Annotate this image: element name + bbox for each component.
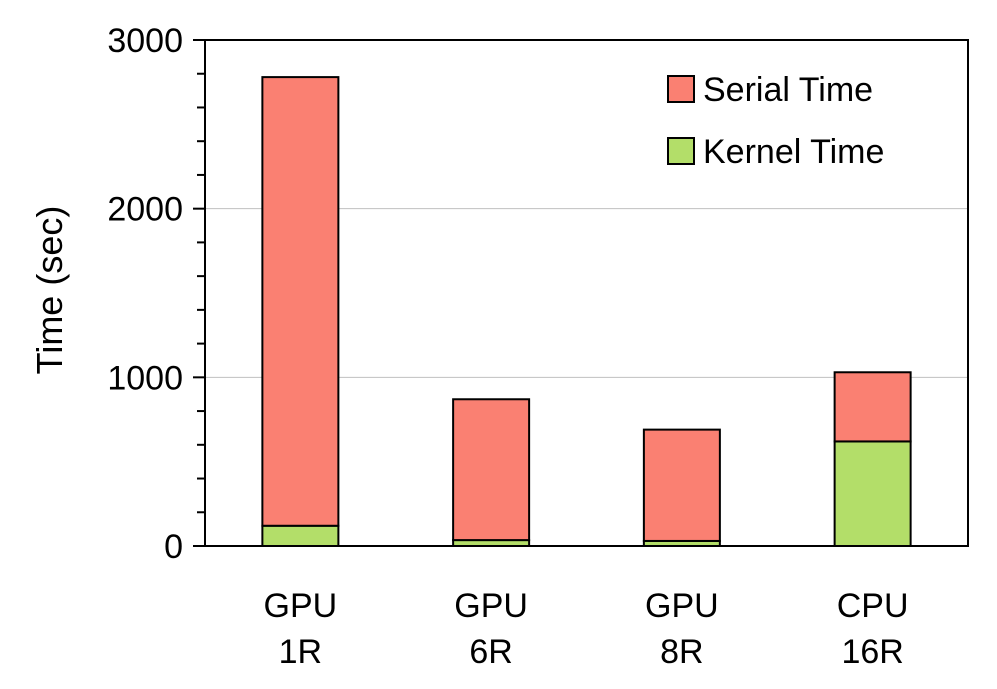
y-axis-ticks: 0 1000 2000 3000: [107, 22, 205, 566]
legend-item-serial-time: Serial Time: [667, 71, 873, 109]
bar-segment-serial-time: [261, 76, 340, 527]
y-tick-label: 1000: [107, 359, 183, 397]
legend-swatch: [667, 75, 695, 103]
y-tick-label: 2000: [107, 191, 183, 229]
x-tick-label: CPU 16R: [837, 587, 909, 671]
bar-segment-serial-time: [642, 428, 721, 542]
x-axis-ticks: GPU 1R GPU 6R GPU 8R CPU 16R: [264, 587, 909, 671]
x-tick-label: GPU 8R: [645, 587, 719, 671]
y-tick-label: 0: [164, 528, 183, 566]
legend-swatch: [667, 137, 695, 165]
bar-segment-kernel-time: [261, 524, 340, 548]
y-axis-label: Time (sec): [29, 206, 70, 375]
legend-label: Kernel Time: [703, 133, 884, 171]
x-tick-label: GPU 6R: [454, 587, 528, 671]
plot-frame: [204, 39, 969, 547]
bar-segment-kernel-time: [833, 440, 912, 547]
bar-segment-serial-time: [833, 371, 912, 443]
x-tick-label: GPU 1R: [264, 587, 338, 671]
axes: [204, 39, 969, 547]
bars: [261, 76, 912, 548]
y-tick-label: 3000: [107, 22, 183, 60]
bar-segment-serial-time: [452, 398, 531, 542]
legend-label: Serial Time: [703, 71, 873, 109]
legend: Serial Time Kernel Time: [667, 71, 884, 171]
legend-item-kernel-time: Kernel Time: [667, 133, 884, 171]
